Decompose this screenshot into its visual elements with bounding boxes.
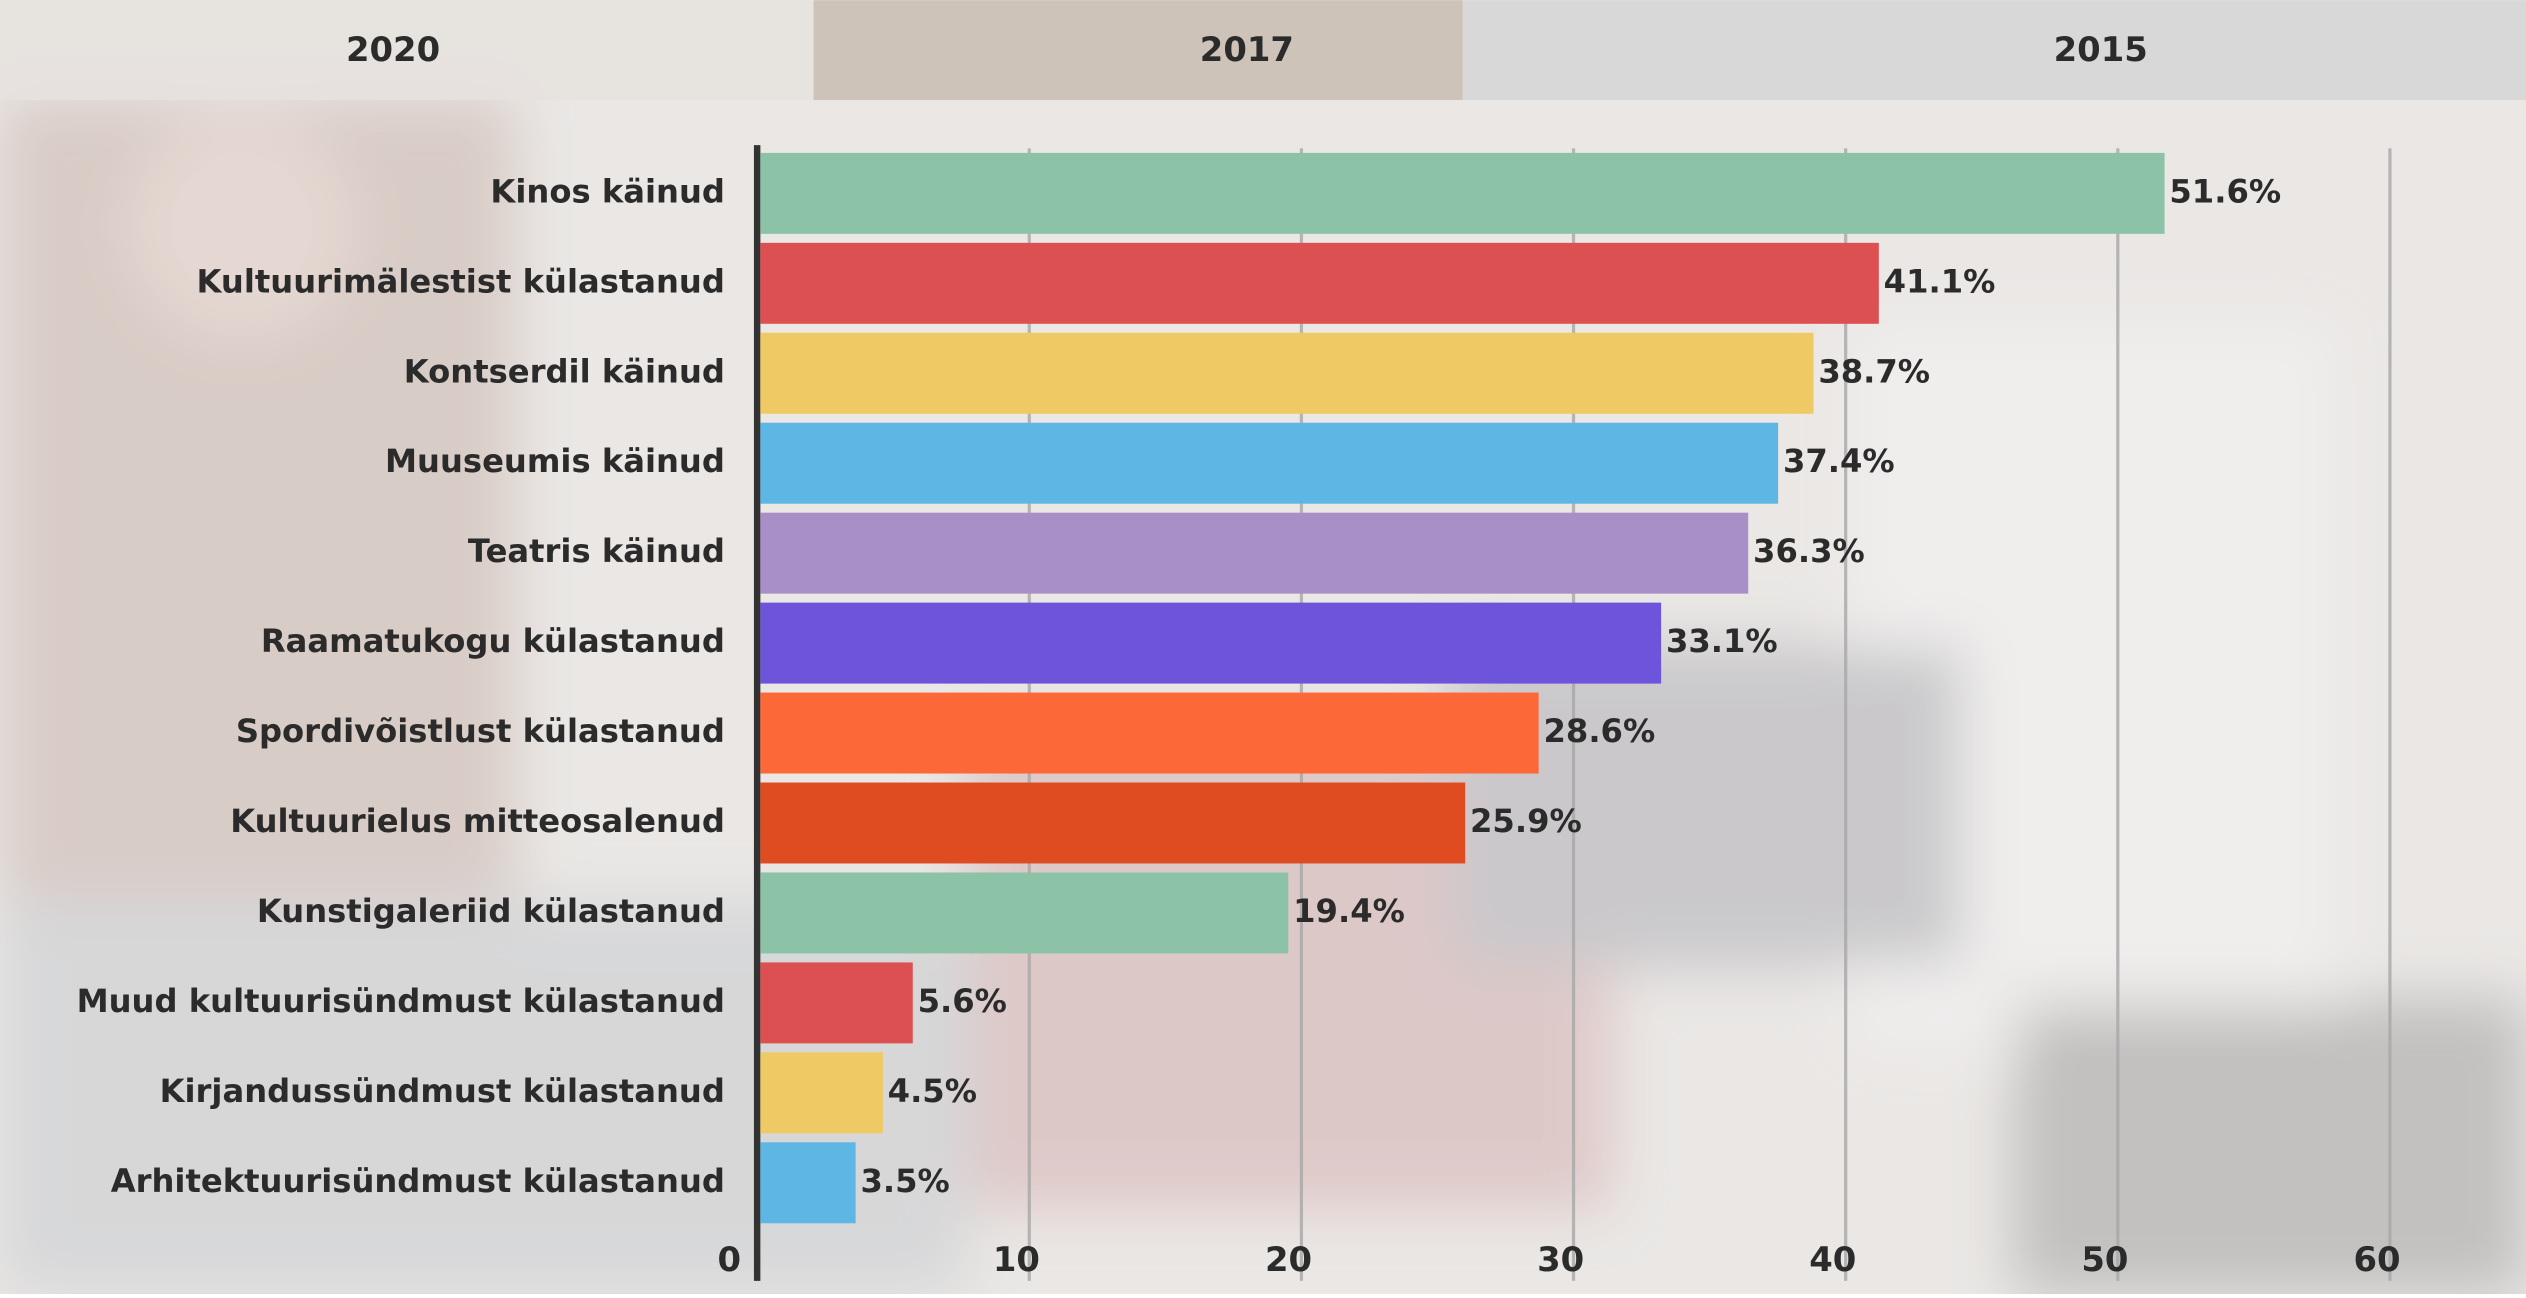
data-label: 33.1% — [1666, 622, 1778, 660]
data-label: 36.3% — [1753, 532, 1865, 570]
bar — [760, 333, 1813, 414]
data-label: 51.6% — [2169, 172, 2281, 210]
data-label: 41.1% — [1884, 262, 1996, 300]
bar — [760, 513, 1748, 594]
y-tick-label: Kultuurielus mitteosalenud — [230, 802, 725, 840]
y-tick-label: Muuseumis käinud — [385, 442, 725, 480]
y-tick-label: Spordivõistlust külastanud — [236, 712, 725, 750]
x-tick-label: 20 — [1265, 1240, 1312, 1279]
x-tick-label: 60 — [2354, 1240, 2401, 1279]
page: 2020 2017 2015 0 10 20 30 40 50 60 51.6% Kinos k… — [0, 0, 2526, 1294]
data-label: 37.4% — [1783, 442, 1895, 480]
y-tick-label: Kinos käinud — [490, 172, 725, 210]
data-label: 19.4% — [1293, 892, 1405, 930]
bar — [760, 693, 1538, 774]
tab[interactable]: 2015 — [2054, 30, 2148, 69]
data-label: 4.5% — [888, 1072, 977, 1110]
tab-bg[interactable] — [1463, 0, 2526, 100]
y-tick-label: Raamatukogu külastanud — [261, 622, 725, 660]
y-tick-label: Kultuurimälestist külastanud — [197, 262, 725, 300]
tab[interactable]: 2020 — [346, 30, 440, 69]
x-tick-label: 30 — [1537, 1240, 1584, 1279]
bar — [760, 243, 1878, 324]
y-tick-label: Kirjandussündmust külastanud — [160, 1072, 725, 1110]
x-tick-label: 0 — [717, 1240, 741, 1279]
y-tick-label: Arhitektuurisündmust külastanud — [111, 1162, 725, 1200]
data-label: 38.7% — [1818, 352, 1930, 390]
bar — [760, 423, 1778, 504]
bar — [760, 1052, 882, 1133]
y-tick-label: Muud kultuurisündmust külastanud — [77, 982, 725, 1020]
tab[interactable]: 2017 — [1200, 30, 1294, 69]
bar — [760, 962, 912, 1043]
bar — [760, 872, 1288, 953]
x-tick-label: 40 — [1809, 1240, 1856, 1279]
data-label: 28.6% — [1544, 712, 1656, 750]
x-tick-label: 50 — [2081, 1240, 2128, 1279]
chart: 2020 2017 2015 0 10 20 30 40 50 60 51.6% Kinos k… — [0, 0, 2526, 1294]
bar — [760, 603, 1661, 684]
y-tick-label: Kontserdil käinud — [404, 352, 725, 390]
y-tick-label: Teatris käinud — [468, 532, 725, 570]
data-label: 25.9% — [1470, 802, 1582, 840]
x-tick-label: 10 — [993, 1240, 1040, 1279]
data-label: 3.5% — [860, 1162, 949, 1200]
tab-bar: 2020 2017 2015 — [0, 0, 2526, 100]
tab-bg[interactable] — [814, 0, 1463, 100]
bar — [760, 153, 2164, 234]
y-tick-label: Kunstigaleriid külastanud — [257, 892, 725, 930]
bar — [760, 783, 1465, 864]
data-label: 5.6% — [918, 982, 1007, 1020]
bar — [760, 1142, 855, 1223]
